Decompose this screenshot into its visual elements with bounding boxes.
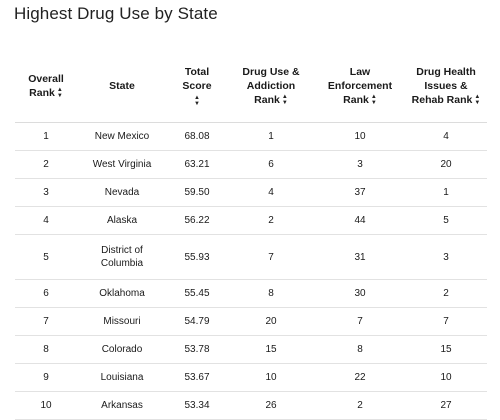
cell-drug-health-rank: 4: [405, 122, 487, 151]
header-state: State: [77, 50, 167, 123]
cell-drug-health-rank: 1: [405, 178, 487, 207]
cell-total-score: 68.08: [167, 122, 227, 151]
cell-drug-health-rank: 2: [405, 279, 487, 308]
cell-overall-rank: 4: [15, 206, 77, 235]
table-row: 10 Arkansas 53.34 26 2 27: [15, 391, 487, 420]
cell-drug-use-rank: 10: [227, 363, 315, 392]
cell-law-enforcement-rank: 31: [315, 234, 405, 280]
cell-state: New Mexico: [77, 122, 167, 151]
header-total-score-line1: Total: [184, 66, 210, 78]
cell-drug-use-rank: 1: [227, 122, 315, 151]
cell-drug-use-rank: 8: [227, 279, 315, 308]
cell-total-score: 63.21: [167, 150, 227, 179]
cell-overall-rank: 7: [15, 307, 77, 336]
cell-law-enforcement-rank: 2: [315, 391, 405, 420]
cell-state: Nevada: [77, 178, 167, 207]
cell-drug-use-rank: 20: [227, 307, 315, 336]
cell-overall-rank: 2: [15, 150, 77, 179]
header-total-score[interactable]: Total Score ▲ ▼: [167, 50, 227, 123]
cell-state: Missouri: [77, 307, 167, 336]
cell-drug-use-rank: 26: [227, 391, 315, 420]
cell-drug-use-rank: 6: [227, 150, 315, 179]
cell-state-line2: Columbia: [100, 258, 144, 269]
cell-state: District of Columbia: [77, 234, 167, 280]
cell-drug-use-rank: 15: [227, 335, 315, 364]
cell-overall-rank: 8: [15, 335, 77, 364]
header-overall-rank[interactable]: Overall Rank ▲ ▼: [15, 50, 77, 123]
cell-state: Alaska: [77, 206, 167, 235]
cell-drug-health-rank: 20: [405, 150, 487, 179]
header-drug-use-line1: Drug Use &: [242, 66, 300, 78]
cell-total-score: 59.50: [167, 178, 227, 207]
table-row: 9 Louisiana 53.67 10 22 10: [15, 363, 487, 392]
cell-state: Louisiana: [77, 363, 167, 392]
cell-overall-rank: 10: [15, 391, 77, 420]
sort-updown-icon[interactable]: ▲ ▼: [474, 94, 481, 107]
cell-overall-rank: 3: [15, 178, 77, 207]
cell-drug-use-rank: 2: [227, 206, 315, 235]
cell-total-score: 53.78: [167, 335, 227, 364]
table-row: 3 Nevada 59.50 4 37 1: [15, 178, 487, 207]
cell-law-enforcement-rank: 22: [315, 363, 405, 392]
table-row: 1 New Mexico 68.08 1 10 4: [15, 122, 487, 151]
header-health-line1: Drug Health: [416, 66, 476, 78]
table-header-row: Overall Rank ▲ ▼ State Total Score ▲ ▼ Drug…: [15, 50, 487, 123]
header-law-enforcement-rank[interactable]: Law Enforcement Rank ▲ ▼: [315, 50, 405, 123]
cell-total-score: 53.67: [167, 363, 227, 392]
cell-drug-health-rank: 7: [405, 307, 487, 336]
cell-total-score: 55.93: [167, 234, 227, 280]
cell-state: Colorado: [77, 335, 167, 364]
table-row: 5 District of Columbia 55.93 7 31 3: [15, 234, 487, 280]
table-row: 8 Colorado 53.78 15 8 15: [15, 335, 487, 364]
cell-drug-health-rank: 3: [405, 234, 487, 280]
table-row: 4 Alaska 56.22 2 44 5: [15, 206, 487, 235]
cell-drug-health-rank: 15: [405, 335, 487, 364]
cell-law-enforcement-rank: 44: [315, 206, 405, 235]
cell-overall-rank: 6: [15, 279, 77, 308]
cell-law-enforcement-rank: 3: [315, 150, 405, 179]
cell-drug-use-rank: 7: [227, 234, 315, 280]
cell-total-score: 54.79: [167, 307, 227, 336]
header-law-line2: Enforcement: [327, 80, 393, 92]
cell-law-enforcement-rank: 30: [315, 279, 405, 308]
header-health-line3: Rehab Rank: [411, 94, 473, 106]
cell-law-enforcement-rank: 8: [315, 335, 405, 364]
header-overall-rank-line2: Rank: [29, 87, 55, 99]
cell-overall-rank: 9: [15, 363, 77, 392]
cell-law-enforcement-rank: 7: [315, 307, 405, 336]
cell-drug-health-rank: 5: [405, 206, 487, 235]
cell-overall-rank: 1: [15, 122, 77, 151]
cell-drug-use-rank: 4: [227, 178, 315, 207]
table-row: 2 West Virginia 63.21 6 3 20: [15, 150, 487, 179]
sort-updown-icon[interactable]: ▲ ▼: [56, 87, 63, 100]
header-overall-rank-line1: Overall: [28, 73, 64, 85]
ranking-table: Overall Rank ▲ ▼ State Total Score ▲ ▼ Drug…: [15, 50, 487, 420]
cell-total-score: 55.45: [167, 279, 227, 308]
cell-state: West Virginia: [77, 150, 167, 179]
sort-updown-icon[interactable]: ▲ ▼: [194, 95, 200, 107]
header-total-score-line2: Score: [182, 80, 212, 92]
table-row: 6 Oklahoma 55.45 8 30 2: [15, 279, 487, 308]
header-drug-health-rank[interactable]: Drug Health Issues & Rehab Rank ▲ ▼: [405, 50, 487, 123]
table-row: 7 Missouri 54.79 20 7 7: [15, 307, 487, 336]
header-law-line1: Law: [349, 66, 371, 78]
cell-total-score: 56.22: [167, 206, 227, 235]
sort-updown-icon[interactable]: ▲ ▼: [370, 94, 377, 107]
cell-law-enforcement-rank: 37: [315, 178, 405, 207]
cell-overall-rank: 5: [15, 234, 77, 280]
cell-drug-health-rank: 10: [405, 363, 487, 392]
cell-law-enforcement-rank: 10: [315, 122, 405, 151]
cell-total-score: 53.34: [167, 391, 227, 420]
header-law-line3: Rank: [343, 94, 369, 106]
cell-state: Oklahoma: [77, 279, 167, 308]
sort-updown-icon[interactable]: ▲ ▼: [281, 94, 288, 107]
page-title: Highest Drug Use by State: [14, 4, 218, 23]
cell-drug-health-rank: 27: [405, 391, 487, 420]
cell-state-line1: District of: [101, 245, 143, 256]
header-drug-use-line3: Rank: [254, 94, 280, 106]
header-drug-use-rank[interactable]: Drug Use & Addiction Rank ▲ ▼: [227, 50, 315, 123]
header-drug-use-line2: Addiction: [246, 80, 296, 92]
cell-state: Arkansas: [77, 391, 167, 420]
header-health-line2: Issues &: [424, 80, 468, 92]
